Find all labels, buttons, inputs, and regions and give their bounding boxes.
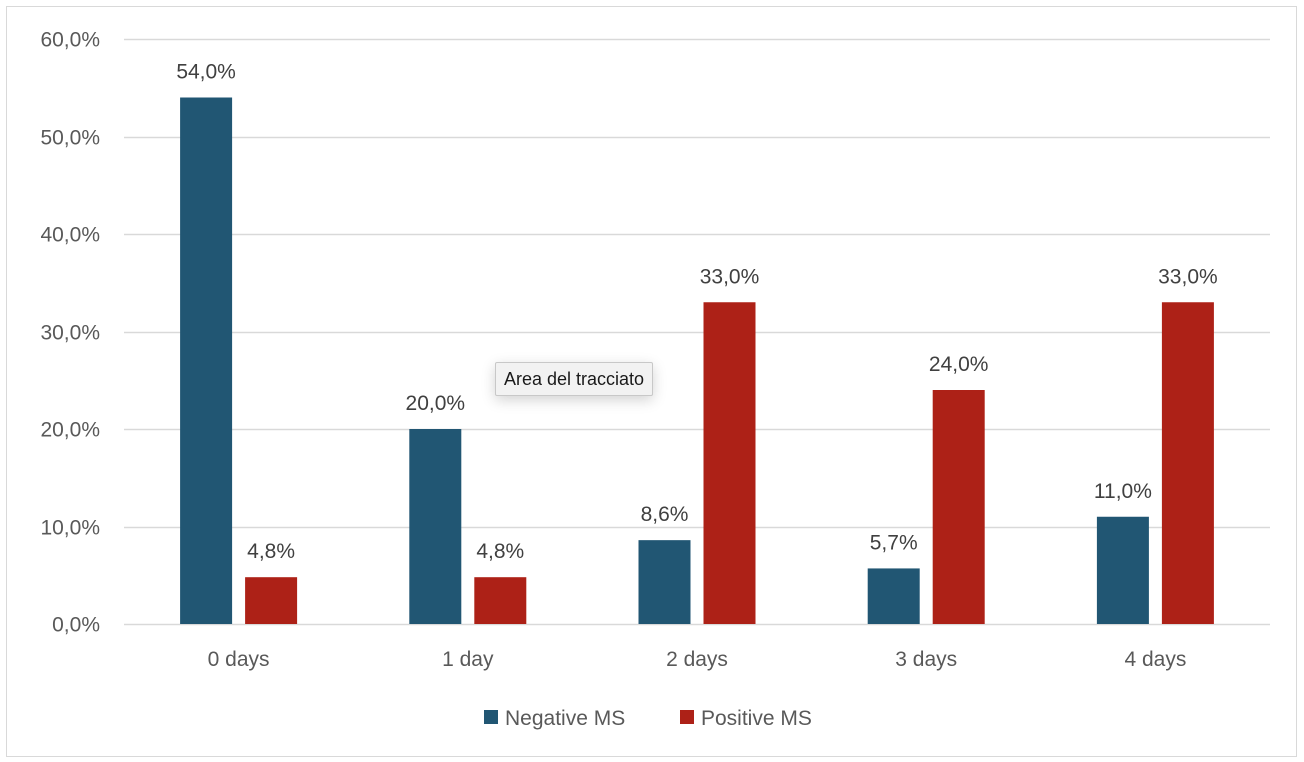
y-tick-label: 30,0% <box>40 322 100 345</box>
legend-label: Positive MS <box>701 707 812 730</box>
bar-positive-ms[interactable] <box>245 577 298 624</box>
data-labels: 54,0% 4,8% 20,0% 4,8% 8,6% 33,0% 5,7% 24,0% 11,0… <box>176 61 1217 564</box>
data-label: 5,7% <box>870 531 918 554</box>
x-category-label: 3 days <box>895 648 957 671</box>
x-category-label: 2 days <box>666 648 728 671</box>
legend-label: Negative MS <box>505 707 625 730</box>
plot-area-tooltip: Area del tracciato <box>495 362 654 396</box>
y-tick-label: 20,0% <box>40 419 100 442</box>
data-label: 33,0% <box>700 265 760 288</box>
data-label: 54,0% <box>176 61 236 84</box>
data-label: 11,0% <box>1094 480 1152 503</box>
bars[interactable] <box>180 97 1214 625</box>
bar-negative-ms[interactable] <box>638 540 691 624</box>
legend-item[interactable]: Negative MS <box>484 707 625 730</box>
data-label: 4,8% <box>247 540 295 563</box>
y-axis-tick-labels: 0,0% 10,0% 20,0% 30,0% 40,0% 50,0% 60,0% <box>40 29 100 637</box>
legend-item[interactable]: Positive MS <box>680 707 812 730</box>
legend[interactable]: Negative MS Positive MS <box>484 707 812 730</box>
x-category-label: 1 day <box>442 648 494 671</box>
bar-negative-ms[interactable] <box>1096 516 1149 624</box>
y-tick-label: 40,0% <box>40 224 100 247</box>
gridlines <box>124 38 1270 626</box>
bar-negative-ms[interactable] <box>409 429 462 624</box>
bar-positive-ms[interactable] <box>703 302 756 624</box>
bar-positive-ms[interactable] <box>474 577 527 624</box>
data-label: 4,8% <box>476 540 524 563</box>
x-axis-category-labels: 0 days 1 day 2 days 3 days 4 days <box>208 648 1187 671</box>
y-tick-label: 60,0% <box>40 29 100 52</box>
data-label: 8,6% <box>641 503 689 526</box>
legend-swatch <box>680 710 694 724</box>
data-label: 20,0% <box>406 392 466 415</box>
y-tick-label: 10,0% <box>40 517 100 540</box>
legend-swatch <box>484 710 498 724</box>
data-label: 33,0% <box>1158 265 1218 288</box>
data-label: 24,0% <box>929 353 989 376</box>
bar-negative-ms[interactable] <box>867 568 920 624</box>
y-tick-label: 0,0% <box>52 614 100 637</box>
x-category-label: 4 days <box>1124 648 1186 671</box>
x-category-label: 0 days <box>208 648 270 671</box>
bar-positive-ms[interactable] <box>1161 302 1214 624</box>
y-tick-label: 50,0% <box>40 127 100 150</box>
bar-negative-ms[interactable] <box>180 97 233 625</box>
bar-positive-ms[interactable] <box>932 390 985 624</box>
